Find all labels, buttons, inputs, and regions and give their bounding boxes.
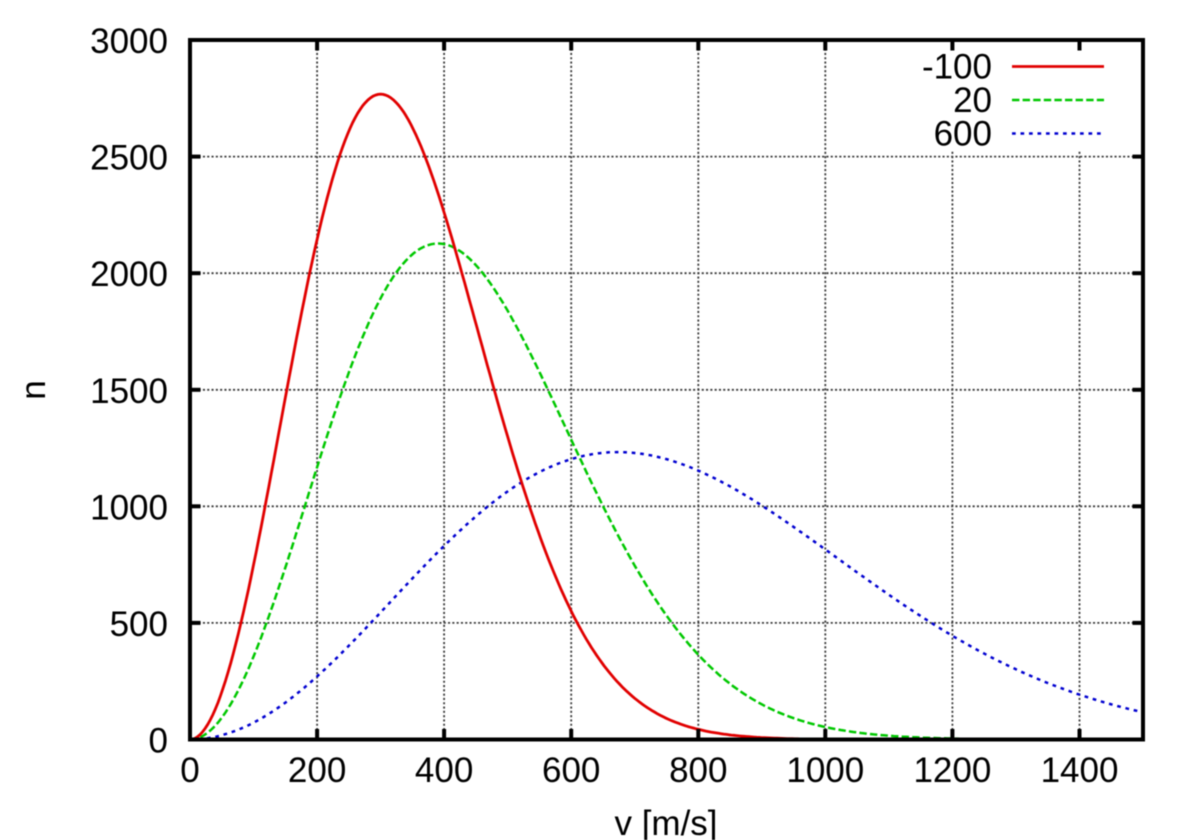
svg-text:-100: -100 — [922, 48, 992, 87]
svg-text:600: 600 — [934, 115, 992, 154]
svg-text:1000: 1000 — [90, 488, 168, 527]
svg-text:v [m/s]: v [m/s] — [614, 804, 717, 840]
svg-text:200: 200 — [288, 751, 346, 790]
svg-text:800: 800 — [669, 751, 727, 790]
svg-text:1200: 1200 — [913, 751, 991, 790]
svg-text:1500: 1500 — [90, 372, 168, 411]
svg-text:600: 600 — [542, 751, 600, 790]
svg-text:20: 20 — [953, 81, 992, 120]
svg-text:3000: 3000 — [90, 22, 168, 61]
svg-text:0: 0 — [149, 722, 168, 761]
svg-text:2000: 2000 — [90, 255, 168, 294]
svg-text:n: n — [14, 380, 53, 399]
svg-text:400: 400 — [415, 751, 473, 790]
svg-text:0: 0 — [180, 751, 199, 790]
svg-text:1000: 1000 — [786, 751, 864, 790]
svg-text:2500: 2500 — [90, 139, 168, 178]
svg-text:1400: 1400 — [1041, 751, 1119, 790]
svg-text:500: 500 — [110, 605, 168, 644]
